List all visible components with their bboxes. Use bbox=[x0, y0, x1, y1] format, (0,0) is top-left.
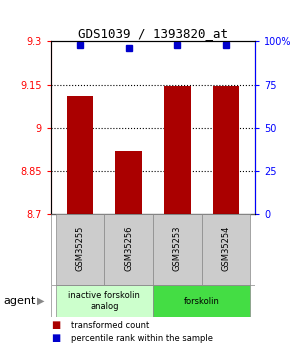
Text: GSM35254: GSM35254 bbox=[222, 225, 231, 270]
Bar bbox=[164, 86, 191, 214]
Text: forskolin: forskolin bbox=[184, 296, 220, 306]
Bar bbox=[56, 285, 153, 317]
Bar bbox=[56, 214, 104, 285]
Text: agent: agent bbox=[3, 296, 35, 306]
Bar bbox=[115, 151, 142, 214]
Text: ■: ■ bbox=[51, 333, 60, 343]
Bar bbox=[153, 285, 250, 317]
Text: percentile rank within the sample: percentile rank within the sample bbox=[71, 334, 213, 343]
Bar bbox=[213, 86, 239, 214]
Bar bbox=[104, 214, 153, 285]
Bar bbox=[67, 96, 93, 214]
Text: transformed count: transformed count bbox=[71, 321, 149, 329]
Title: GDS1039 / 1393820_at: GDS1039 / 1393820_at bbox=[78, 27, 228, 40]
Text: GSM35256: GSM35256 bbox=[124, 225, 133, 270]
Text: inactive forskolin
analog: inactive forskolin analog bbox=[68, 291, 140, 311]
Text: GSM35255: GSM35255 bbox=[75, 225, 84, 270]
Bar bbox=[153, 214, 202, 285]
Bar bbox=[202, 214, 250, 285]
Text: ▶: ▶ bbox=[37, 296, 45, 306]
Text: GSM35253: GSM35253 bbox=[173, 225, 182, 270]
Text: ■: ■ bbox=[51, 320, 60, 330]
